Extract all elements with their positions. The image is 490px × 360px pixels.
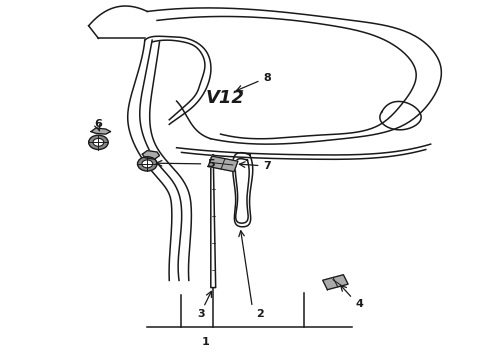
Text: 2: 2 — [256, 310, 264, 319]
Polygon shape — [91, 128, 111, 134]
Circle shape — [93, 138, 104, 146]
Polygon shape — [208, 156, 238, 172]
Text: 7: 7 — [263, 161, 271, 171]
Circle shape — [142, 160, 153, 168]
Polygon shape — [143, 150, 159, 159]
Text: V12: V12 — [206, 89, 245, 107]
Text: 8: 8 — [263, 73, 271, 83]
Polygon shape — [323, 275, 348, 290]
Text: 1: 1 — [202, 337, 210, 347]
Text: 4: 4 — [356, 299, 364, 309]
Circle shape — [89, 135, 108, 149]
Text: 5: 5 — [207, 159, 215, 169]
Circle shape — [138, 157, 157, 171]
Text: 3: 3 — [197, 310, 205, 319]
Text: 6: 6 — [95, 120, 102, 129]
